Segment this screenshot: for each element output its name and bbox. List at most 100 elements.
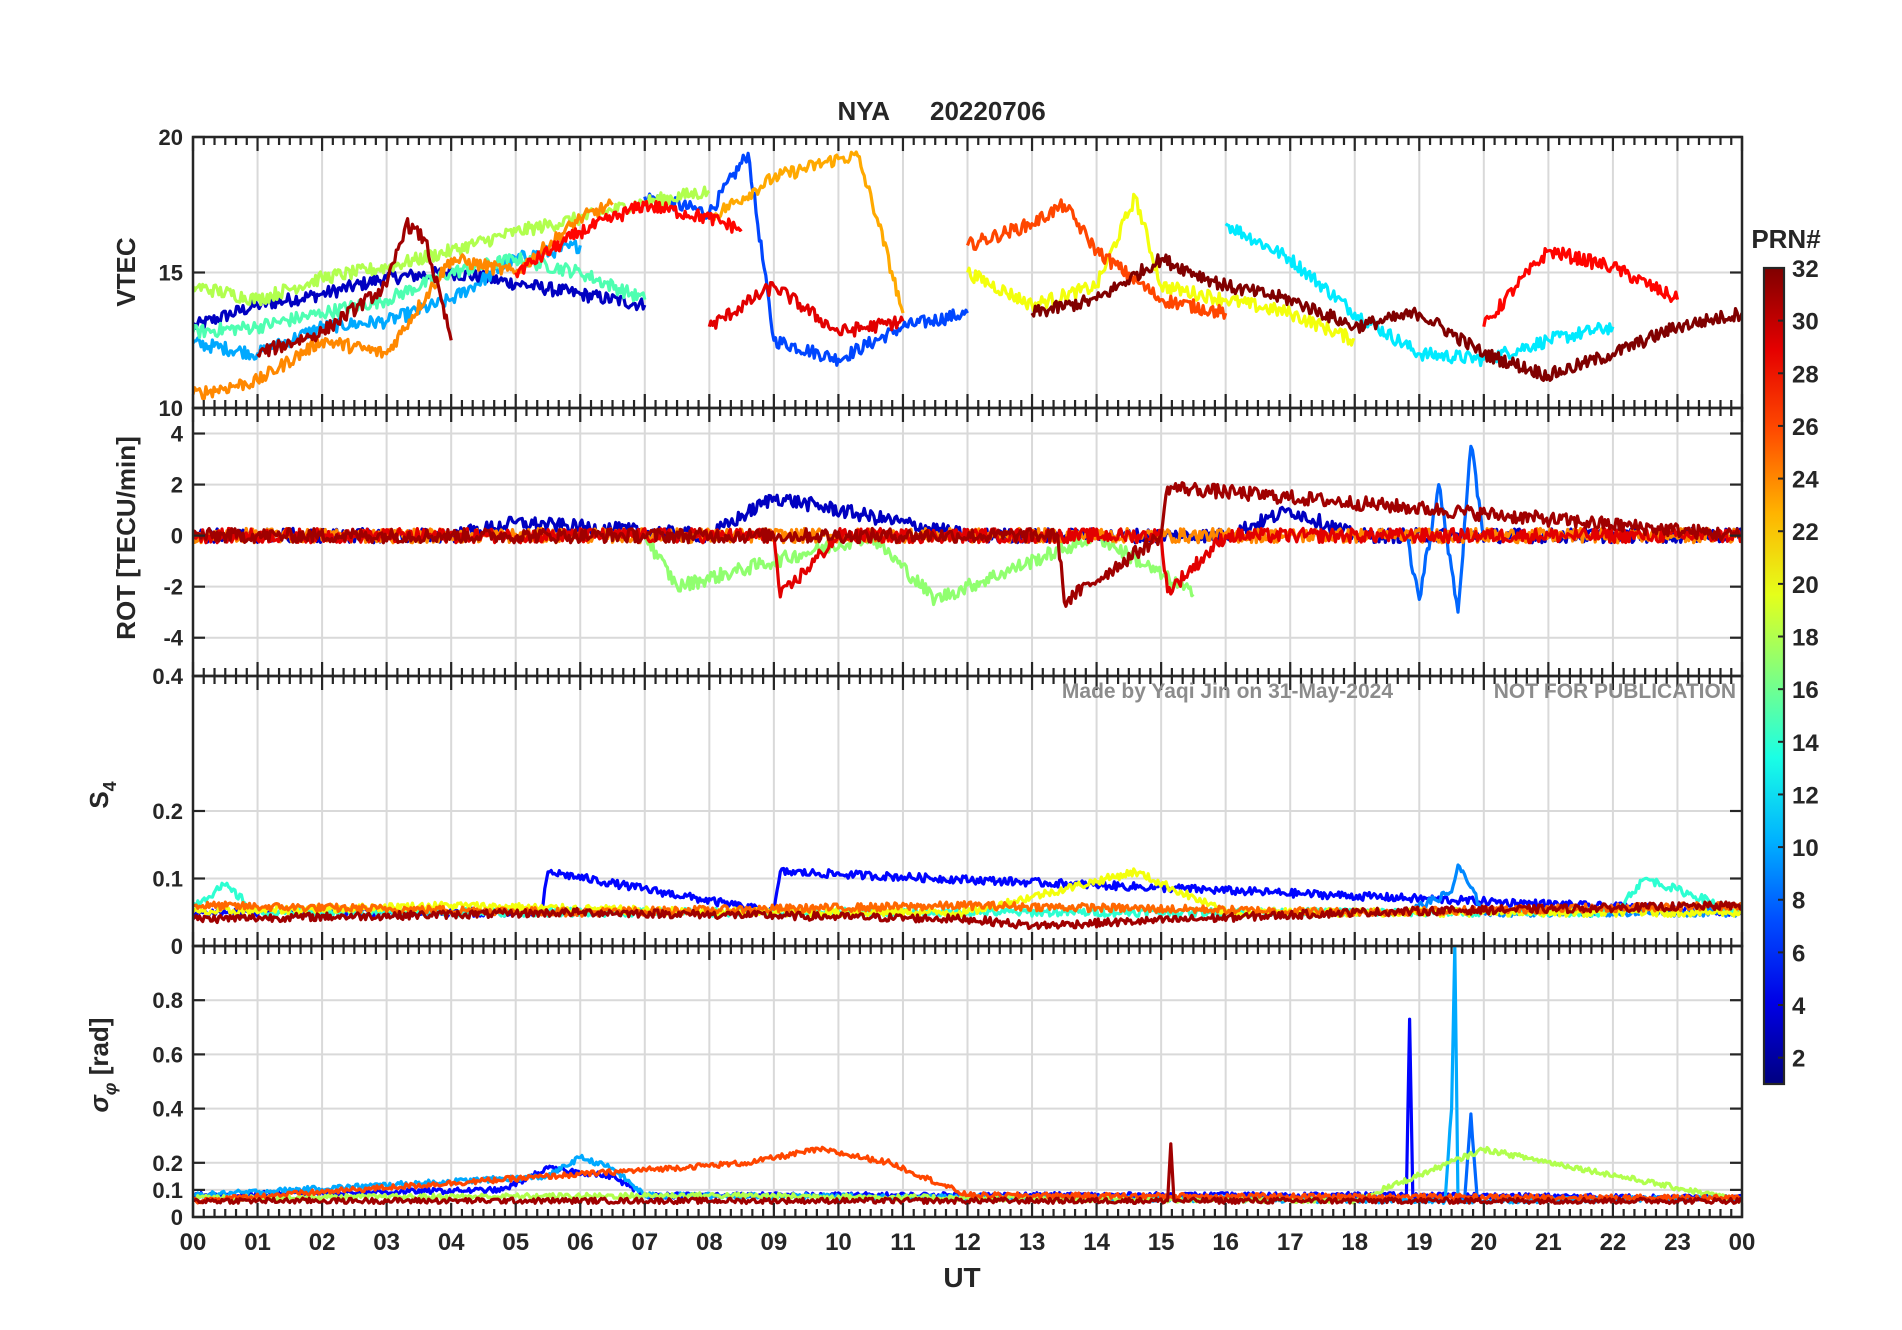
prn-series-line — [966, 192, 1356, 347]
sigma-phi-unit: [rad] — [84, 1018, 114, 1083]
colorbar-tick-label: 6 — [1792, 940, 1805, 967]
colorbar-tick-label: 14 — [1792, 730, 1819, 757]
prn-series-line — [193, 481, 1742, 608]
x-tick-label: 15 — [1148, 1229, 1175, 1256]
prn-series-line — [707, 150, 905, 314]
prn-series-line — [193, 526, 1742, 599]
s4-axis-label: S4 — [84, 781, 120, 808]
y-tick-label: 0.8 — [152, 988, 183, 1013]
y-tick-labels: 00.10.2 0.4 0.6 0.8 — [152, 988, 1742, 1230]
x-tick-labels: 00 01 02 03 04 05 06 07 08 09 10 11 12 13 14 15 16 17 18 19… — [180, 1229, 1756, 1256]
y-tick-label: 2 — [171, 473, 183, 498]
colorbar-tick-label: 26 — [1792, 414, 1819, 441]
s4-panel: 0 0.1 0.2 0.4 — [152, 664, 1744, 959]
x-tick-label: 12 — [954, 1229, 981, 1256]
x-tick-label: 23 — [1664, 1229, 1691, 1256]
y-tick-labels: 0 0.1 0.2 0.4 — [152, 664, 1742, 959]
x-tick-label: 22 — [1600, 1229, 1627, 1256]
y-tick-labels: -4 -2 0 2 4 — [163, 422, 1742, 651]
sigma-symbol: σ — [84, 1093, 114, 1112]
prn-series-line — [1224, 222, 1615, 368]
colorbar-tick-label: 10 — [1792, 835, 1819, 862]
s4-axis-label-sub: 4 — [100, 781, 120, 791]
colorbar-tick-label: 30 — [1792, 309, 1819, 336]
colorbar-tick-label: 12 — [1792, 782, 1819, 809]
title-date: 20220706 — [930, 96, 1046, 126]
prn-series-line — [1030, 253, 1742, 382]
x-tick-label: 05 — [502, 1229, 529, 1256]
x-tick-label: 01 — [244, 1229, 271, 1256]
x-tick-label: 16 — [1212, 1229, 1239, 1256]
phi-subscript: φ — [100, 1082, 120, 1095]
y-tick-label: 15 — [159, 261, 183, 286]
x-tick-label: 14 — [1083, 1229, 1110, 1256]
y-tick-label: 0 — [171, 1205, 183, 1230]
rot-panel: -4 -2 0 2 4 — [163, 406, 1744, 678]
prn-series-line — [707, 281, 905, 338]
y-tick-label: 0 — [171, 524, 183, 549]
series-group — [193, 946, 1742, 1206]
prn-series-line — [643, 529, 1195, 607]
y-tick-label: 0.4 — [152, 664, 183, 689]
colorbar-tick-label: 28 — [1792, 361, 1819, 388]
watermark-author: Made by Yaqi Jin on 31-May-2024 — [1062, 680, 1393, 703]
x-tick-label: 10 — [825, 1229, 852, 1256]
x-tick-label: 21 — [1535, 1229, 1562, 1256]
series-group — [193, 150, 1742, 401]
prn-series-line — [193, 1145, 1742, 1205]
y-tick-label: 10 — [159, 396, 183, 421]
x-tick-label: 20 — [1470, 1229, 1497, 1256]
colorbar-tick-label: 18 — [1792, 625, 1819, 652]
y-tick-label: 0 — [171, 934, 183, 959]
x-tick-label: 09 — [761, 1229, 788, 1256]
x-tick-label: 04 — [438, 1229, 465, 1256]
x-axis-ticks — [191, 946, 1744, 1217]
prn-series-line — [193, 185, 711, 307]
x-axis-label: UT — [943, 1262, 980, 1293]
colorbar-tick-label: 16 — [1792, 677, 1819, 704]
prn-series-line — [966, 198, 1228, 320]
vtec-panel: 10 15 20 — [159, 125, 1744, 421]
prn-series-line — [193, 900, 1742, 931]
x-tick-label: 11 — [890, 1229, 915, 1256]
y-tick-label: 0.6 — [152, 1042, 183, 1067]
colorbar-label: PRN# — [1751, 224, 1821, 254]
y-tick-label: -2 — [163, 575, 183, 600]
colorbar-tick-label: 22 — [1792, 519, 1819, 546]
x-tick-label: 13 — [1019, 1229, 1046, 1256]
y-tick-label: 0.1 — [152, 867, 183, 892]
x-tick-label: 17 — [1277, 1229, 1304, 1256]
prn-series-line — [193, 198, 614, 401]
x-tick-label: 08 — [696, 1229, 723, 1256]
x-tick-label: 06 — [567, 1229, 594, 1256]
y-tick-label: 20 — [159, 125, 183, 150]
colorbar-tick-label: 24 — [1792, 467, 1819, 494]
y-tick-label: -4 — [163, 626, 183, 651]
y-tick-label: 4 — [171, 422, 184, 447]
x-tick-label: 00 — [1729, 1229, 1756, 1256]
s4-axis-label-base: S — [84, 791, 114, 808]
colorbar-gradient — [1762, 266, 1786, 1086]
y-tick-label: 0.2 — [152, 1151, 183, 1176]
grid-lines — [192, 946, 1743, 1218]
y-tick-label: 0.4 — [152, 1097, 183, 1122]
x-axis-ticks — [191, 408, 1744, 676]
colorbar-tick-label: 4 — [1792, 993, 1806, 1020]
x-tick-label: 18 — [1341, 1229, 1368, 1256]
prn-series-line — [514, 199, 743, 279]
series-group — [193, 863, 1742, 931]
colorbar-tick-label: 20 — [1792, 572, 1819, 599]
vtec-axis-label: VTEC — [111, 237, 141, 307]
y-tick-label: 0.1 — [152, 1178, 183, 1203]
y-tick-label: 0.2 — [152, 799, 183, 824]
prn-series-line — [643, 151, 969, 367]
title-station: NYA — [837, 96, 890, 126]
rot-axis-label: ROT [TECU/min] — [111, 436, 141, 640]
prn-series-line — [193, 1142, 1742, 1206]
x-tick-label: 00 — [180, 1229, 207, 1256]
sigma-phi-panel: 00.10.2 0.4 0.6 0.8 — [152, 944, 1744, 1230]
prn-series-line — [193, 252, 647, 339]
series-group — [193, 444, 1742, 614]
